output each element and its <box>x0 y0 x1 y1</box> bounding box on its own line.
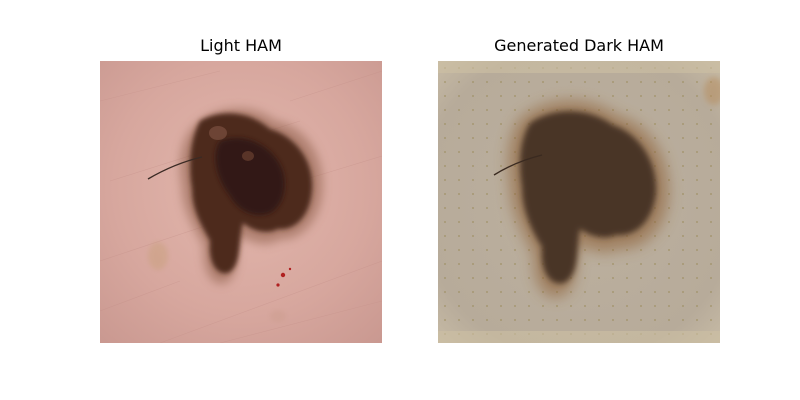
panel-title-light-ham: Light HAM <box>200 36 282 55</box>
light-ham-image <box>100 61 382 343</box>
panel-title-generated-dark-ham: Generated Dark HAM <box>494 36 664 55</box>
generated-dark-ham-image <box>438 61 720 343</box>
